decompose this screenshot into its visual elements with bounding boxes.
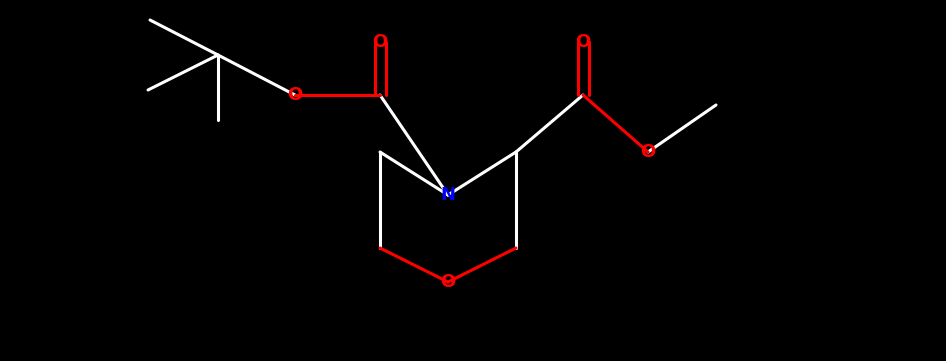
Text: O: O [441,273,456,291]
Text: O: O [373,33,388,51]
Text: O: O [640,143,656,161]
Text: N: N [441,186,456,204]
Text: O: O [575,33,590,51]
Text: O: O [288,86,303,104]
